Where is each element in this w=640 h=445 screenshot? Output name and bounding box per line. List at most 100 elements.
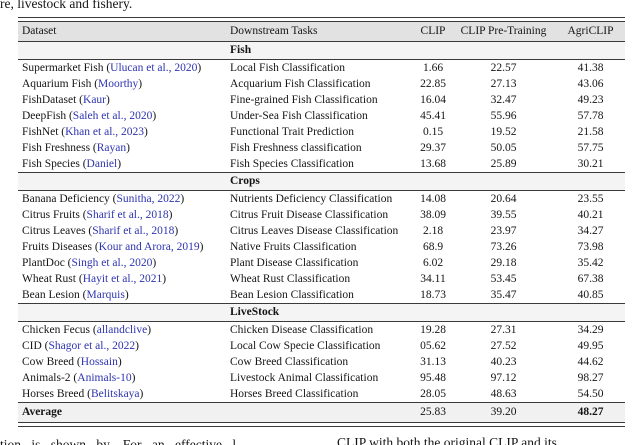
agriclip-value: 35.42 xyxy=(577,257,604,269)
agriclip-value: 54.50 xyxy=(577,388,604,400)
clip-pretraining-value: 19.52 xyxy=(490,126,517,138)
clip-value: 19.28 xyxy=(420,324,446,336)
average-agriclip-value: 48.27 xyxy=(577,406,604,418)
table-row: Citrus Leaves (Sharif et al., 2018) Citru… xyxy=(18,223,625,239)
agriclip-value: 21.58 xyxy=(577,126,604,138)
section-rule xyxy=(18,172,625,173)
task-cell: Cow Breed Classification xyxy=(230,356,349,368)
table-row: Aquarium Fish (Moorthy) Acquarium Fish Cl… xyxy=(18,76,625,92)
table-body: Fish Supermarket Fish (Ulucan et al., 202… xyxy=(18,42,625,402)
clip-value: 2.18 xyxy=(422,225,444,237)
task-cell: Livestock Animal Classification xyxy=(230,372,379,384)
agriclip-value: 57.78 xyxy=(577,110,604,122)
agriclip-value: 98.27 xyxy=(577,372,604,384)
agriclip-value: 41.38 xyxy=(577,62,604,74)
clip-value: 28.05 xyxy=(420,388,446,400)
dataset-cell: Animals-2 (Animals-10) xyxy=(22,372,136,384)
header-clip-pretraining: CLIP Pre-Training xyxy=(460,25,547,37)
clip-pretraining-value: 20.64 xyxy=(490,193,517,205)
citation-link[interactable]: Sharif et al., 2018 xyxy=(86,209,169,221)
citation-link[interactable]: Saleh et al., 2020 xyxy=(72,110,153,122)
citation-link[interactable]: Belitskaya xyxy=(90,388,140,400)
agriclip-value: 49.23 xyxy=(577,94,604,106)
dataset-cell: Fish Species (Daniel) xyxy=(22,158,122,170)
clip-pretraining-value: 50.05 xyxy=(490,142,517,154)
table-row: Citrus Fruits (Sharif et al., 2018) Citru… xyxy=(18,207,625,223)
task-cell: Local Cow Specie Classification xyxy=(230,340,381,352)
task-cell: Horses Breed Classification xyxy=(230,388,359,400)
citation-link[interactable]: Sunitha, 2022 xyxy=(116,193,181,205)
clip-pretraining-value: 53.45 xyxy=(490,273,517,285)
citation-link[interactable]: Sharif et al., 2018 xyxy=(92,225,175,237)
clip-pretraining-value: 27.31 xyxy=(490,324,517,336)
citation-link[interactable]: Hayit et al., 2021 xyxy=(82,273,163,285)
dataset-cell: PlantDoc (Singh et al., 2020) xyxy=(22,257,157,269)
agriclip-value: 40.21 xyxy=(577,209,604,221)
clip-pretraining-value: 48.63 xyxy=(490,388,517,400)
section-rule xyxy=(18,321,625,322)
agriclip-value: 67.38 xyxy=(577,273,604,285)
citation-link[interactable]: Kaur xyxy=(83,94,107,106)
clip-pretraining-value: 73.26 xyxy=(490,241,517,253)
dataset-cell: Supermarket Fish (Ulucan et al., 2020) xyxy=(22,62,202,74)
citation-link[interactable]: Khan et al., 2023 xyxy=(65,126,145,138)
citation-link[interactable]: Shagor et al., 2022 xyxy=(48,340,136,352)
table-row: FishDataset (Kaur) Fine-grained Fish Clas… xyxy=(18,92,625,108)
agriclip-value: 73.98 xyxy=(577,241,604,253)
clip-value: 95.48 xyxy=(420,372,446,384)
table-row: PlantDoc (Singh et al., 2020) Plant Disea… xyxy=(18,255,625,271)
dataset-cell: Wheat Rust (Hayit et al., 2021) xyxy=(22,273,167,285)
section-header-livestock: LiveStock xyxy=(18,304,625,321)
body-text-fragment-left: tion is shown by. For an effective l xyxy=(0,437,237,445)
citation-link[interactable]: Animals-10 xyxy=(77,372,132,384)
clip-pretraining-value: 25.89 xyxy=(490,158,517,170)
citation-link[interactable]: Rayan xyxy=(96,142,127,154)
average-row: Average 25.83 39.20 48.27 xyxy=(18,403,625,422)
clip-pretraining-value: 29.18 xyxy=(490,257,517,269)
clip-value: 45.41 xyxy=(420,110,446,122)
citation-link[interactable]: Hossain xyxy=(80,356,118,368)
dataset-cell: Aquarium Fish (Moorthy) xyxy=(22,78,143,90)
body-text-fragment-right: CLIP with both the original CLIP and its xyxy=(337,435,557,445)
citation-link[interactable]: Kour and Arora, 2019 xyxy=(98,241,200,253)
average-clip-pretraining-value: 39.20 xyxy=(490,406,517,418)
clip-value: 1.66 xyxy=(422,62,444,74)
citation-link[interactable]: Singh et al., 2020 xyxy=(71,257,153,269)
clip-value: 29.37 xyxy=(420,142,446,154)
clip-value: 16.04 xyxy=(420,94,446,106)
table-row: DeepFish (Saleh et al., 2020) Under-Sea F… xyxy=(18,108,625,124)
section-rule xyxy=(18,59,625,60)
task-cell: Nutrients Deficiency Classification xyxy=(230,193,393,205)
task-cell: Under-Sea Fish Classification xyxy=(230,110,368,122)
average-top-rule xyxy=(18,402,625,403)
task-cell: Native Fruits Classification xyxy=(230,241,357,253)
clip-value: 22.85 xyxy=(420,78,446,90)
dataset-cell: Fish Freshness (Rayan) xyxy=(22,142,130,154)
section-label: Fish xyxy=(230,44,252,56)
clip-pretraining-value: 40.23 xyxy=(490,356,517,368)
citation-link[interactable]: Daniel xyxy=(86,158,118,170)
dataset-cell: Horses Breed (Belitskaya) xyxy=(22,388,144,400)
dataset-cell: Cow Breed (Hossain) xyxy=(22,356,122,368)
table-row: Fish Species (Daniel) Fish Species Classi… xyxy=(18,156,625,172)
agriclip-value: 40.85 xyxy=(577,289,604,301)
task-cell: Acquarium Fish Classification xyxy=(230,78,371,90)
dataset-cell: Banana Deficiency (Sunitha, 2022) xyxy=(22,193,185,205)
table-row: Banana Deficiency (Sunitha, 2022) Nutrien… xyxy=(18,191,625,207)
agriclip-value: 43.06 xyxy=(577,78,604,90)
task-cell: Bean Lesion Classification xyxy=(230,289,354,301)
task-cell: Fish Freshness classification xyxy=(230,142,362,154)
citation-link[interactable]: Ulucan et al., 2020 xyxy=(110,62,198,74)
clip-pretraining-value: 23.97 xyxy=(490,225,517,237)
citation-link[interactable]: allandclive xyxy=(96,324,148,336)
section-header-crops: Crops xyxy=(18,173,625,190)
header-clip: CLIP xyxy=(420,25,446,37)
citation-link[interactable]: Moorthy xyxy=(98,78,139,90)
dataset-cell: CID (Shagor et al., 2022) xyxy=(22,340,139,352)
citation-link[interactable]: Marquis xyxy=(86,289,125,301)
dataset-cell: FishNet (Khan et al., 2023) xyxy=(22,126,148,138)
agriclip-value: 44.62 xyxy=(577,356,604,368)
dataset-cell: Bean Lesion (Marquis) xyxy=(22,289,129,301)
task-cell: Wheat Rust Classification xyxy=(230,273,351,285)
